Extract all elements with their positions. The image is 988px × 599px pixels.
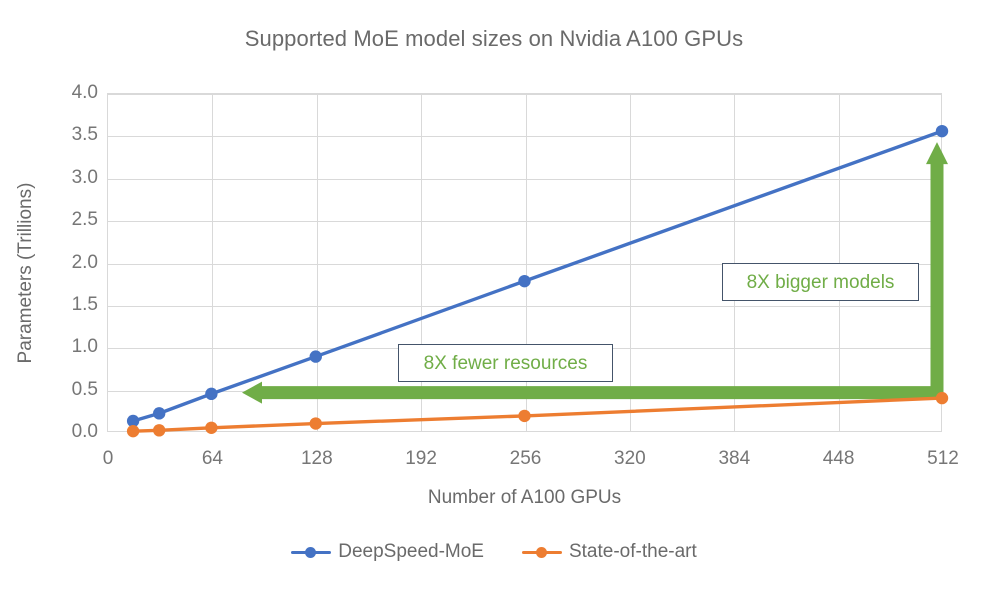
y-tick-label: 4.0 <box>71 82 98 103</box>
gridline-horizontal <box>108 305 941 307</box>
annotation-8x-fewer-resources: 8X fewer resources <box>398 344 613 382</box>
x-axis-title: Number of A100 GPUs <box>427 487 622 508</box>
gridline-vertical <box>629 94 631 431</box>
y-tick-label: 1.5 <box>71 293 98 315</box>
gridline-vertical <box>212 94 214 431</box>
gridline-horizontal <box>108 221 941 223</box>
y-tick-label: 2.0 <box>71 251 98 273</box>
chart-legend: DeepSpeed-MoE State-of-the-art <box>0 541 988 563</box>
gridline-vertical <box>316 94 318 431</box>
x-tick-label: 384 <box>718 448 751 469</box>
x-tick-label: 192 <box>405 448 437 469</box>
x-tick-label: 64 <box>201 448 223 469</box>
legend-marker-icon <box>291 545 332 559</box>
x-tick-label: 256 <box>509 448 542 469</box>
chart-title: Supported MoE model sizes on Nvidia A100… <box>244 26 744 51</box>
annotation-8x-bigger-models: 8X bigger models <box>722 263 919 301</box>
x-tick-label: 320 <box>614 448 646 469</box>
legend-marker-icon <box>521 545 562 559</box>
legend-item-state-of-the-art[interactable]: State-of-the-art <box>521 541 697 563</box>
y-tick-label: 0.0 <box>71 421 98 442</box>
x-tick-label: 128 <box>300 448 333 469</box>
x-tick-label: 448 <box>822 448 855 469</box>
gridline-horizontal <box>108 178 941 180</box>
y-axis-title: Parameters (Trillions) <box>15 182 36 364</box>
legend-label: State-of-the-art <box>568 541 697 562</box>
x-tick-label: 512 <box>927 448 959 469</box>
gridline-horizontal <box>108 136 941 138</box>
legend-item-deepspeed-moe[interactable]: DeepSpeed-MoE <box>291 541 484 563</box>
gridline-horizontal <box>108 390 941 392</box>
y-tick-label: 0.5 <box>71 378 98 400</box>
y-tick-label: 1.0 <box>71 336 98 358</box>
y-tick-label: 2.5 <box>71 209 98 231</box>
legend-label: DeepSpeed-MoE <box>338 541 484 562</box>
y-tick-label: 3.0 <box>71 166 98 188</box>
x-tick-label: 0 <box>102 448 114 469</box>
gridline-horizontal <box>108 94 941 95</box>
y-axis-tick-labels: 0.0 0.5 1.0 1.5 2.0 2.5 3.0 3.5 4.0 <box>36 0 98 599</box>
y-tick-label: 3.5 <box>71 124 98 146</box>
